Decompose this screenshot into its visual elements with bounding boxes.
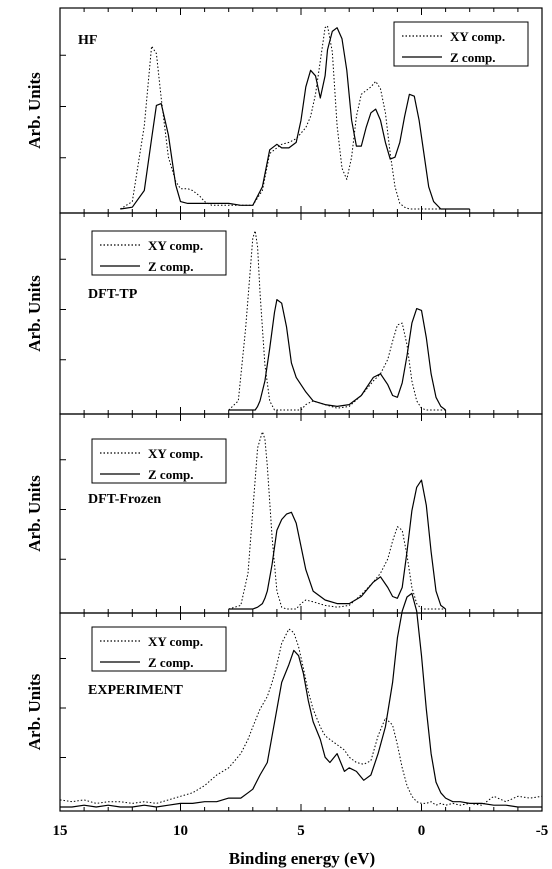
legend: XY comp. Z comp.: [92, 439, 226, 483]
series-xy-line: [229, 432, 446, 609]
y-axis-label: Arb. Units: [25, 275, 44, 352]
x-tick-label: -5: [536, 823, 549, 839]
x-tick-label: 5: [297, 823, 305, 839]
y-axis-label: Arb. Units: [25, 72, 44, 149]
bottom-x-axis: 15 10 5 0 -5: [53, 823, 549, 839]
x-axis-label: Binding energy (eV): [229, 849, 375, 868]
legend-label: XY comp.: [148, 446, 203, 461]
legend: XY comp. Z comp.: [92, 627, 226, 671]
legend-label: Z comp.: [148, 259, 194, 274]
panel-title: EXPERIMENT: [88, 683, 184, 698]
panel-title: DFT-Frozen: [88, 492, 161, 507]
x-tick-label: 0: [418, 823, 426, 839]
x-tick-label: 15: [53, 823, 68, 839]
series-z-line: [60, 593, 542, 807]
y-axis-label: Arb. Units: [25, 475, 44, 552]
panel-3: DFT-Frozen XY comp. Z comp. Arb. Units: [25, 414, 542, 613]
legend-label: Z comp.: [148, 467, 194, 482]
panel-1: HF XY comp. Z comp. Arb. Units: [25, 8, 542, 213]
x-tick-label: 10: [173, 823, 188, 839]
panel-title: DFT-TP: [88, 287, 138, 302]
legend-label: Z comp.: [148, 655, 194, 670]
panel-title: HF: [78, 33, 97, 48]
panel-4: EXPERIMENT XY comp. Z comp. Arb. Units: [25, 593, 542, 811]
panels: HF XY comp. Z comp. Arb. Units DFT-TP XY comp…: [25, 8, 542, 811]
legend: XY comp. Z comp.: [394, 22, 528, 66]
legend-label: Z comp.: [450, 50, 496, 65]
legend-label: XY comp.: [450, 29, 505, 44]
panel-2: DFT-TP XY comp. Z comp. Arb. Units: [25, 213, 542, 414]
legend: XY comp. Z comp.: [92, 231, 226, 275]
legend-label: XY comp.: [148, 634, 203, 649]
y-axis-label: Arb. Units: [25, 673, 44, 750]
legend-label: XY comp.: [148, 238, 203, 253]
